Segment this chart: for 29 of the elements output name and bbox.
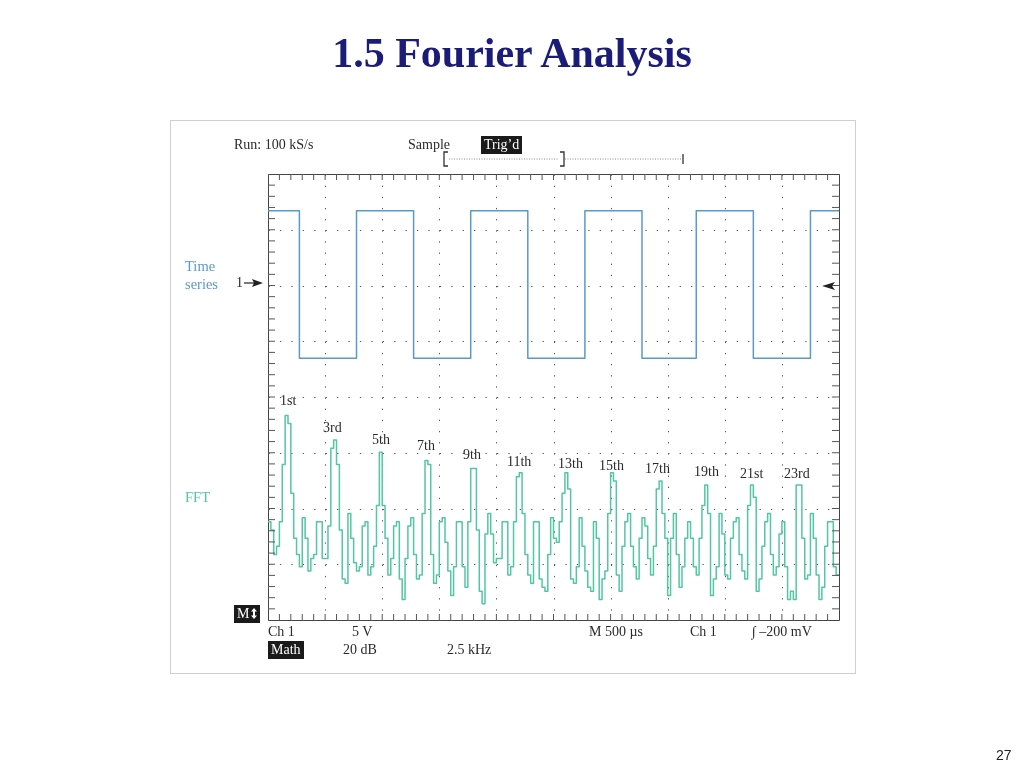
text: 1 (236, 275, 243, 290)
text: Run: 100 kS/s (234, 137, 314, 152)
annotation: 9th (463, 447, 481, 462)
annotation: 3rd (323, 420, 342, 435)
text: Ch 1 (690, 624, 717, 639)
annotation: 1st (280, 393, 297, 408)
text: 2.5 kHz (447, 642, 492, 657)
text: Ch 1 (268, 624, 295, 639)
text: ∫ –200 mV (752, 624, 812, 639)
text: Time series (185, 257, 219, 292)
annotation: 17th (645, 461, 670, 476)
annotation: 19th (694, 464, 719, 479)
annotation: 21st (740, 466, 764, 481)
text: 5 V (352, 624, 373, 639)
annotation: 5th (372, 432, 390, 447)
annotation: 7th (417, 438, 435, 453)
annotation: 11th (507, 454, 532, 469)
text: Math (268, 641, 304, 659)
annotation: 13th (558, 456, 583, 471)
annotation: 15th (599, 458, 624, 473)
text: Sample (408, 137, 450, 152)
text: Trig’d (481, 136, 523, 154)
annotation: 23rd (784, 466, 810, 481)
text: 27 (996, 747, 1012, 763)
text: FFT (185, 489, 211, 506)
chart-title: 1.5 Fourier Analysis (331, 30, 693, 77)
text: M (234, 605, 261, 623)
text: 20 dB (343, 642, 377, 657)
text: M 500 µs (589, 624, 643, 639)
